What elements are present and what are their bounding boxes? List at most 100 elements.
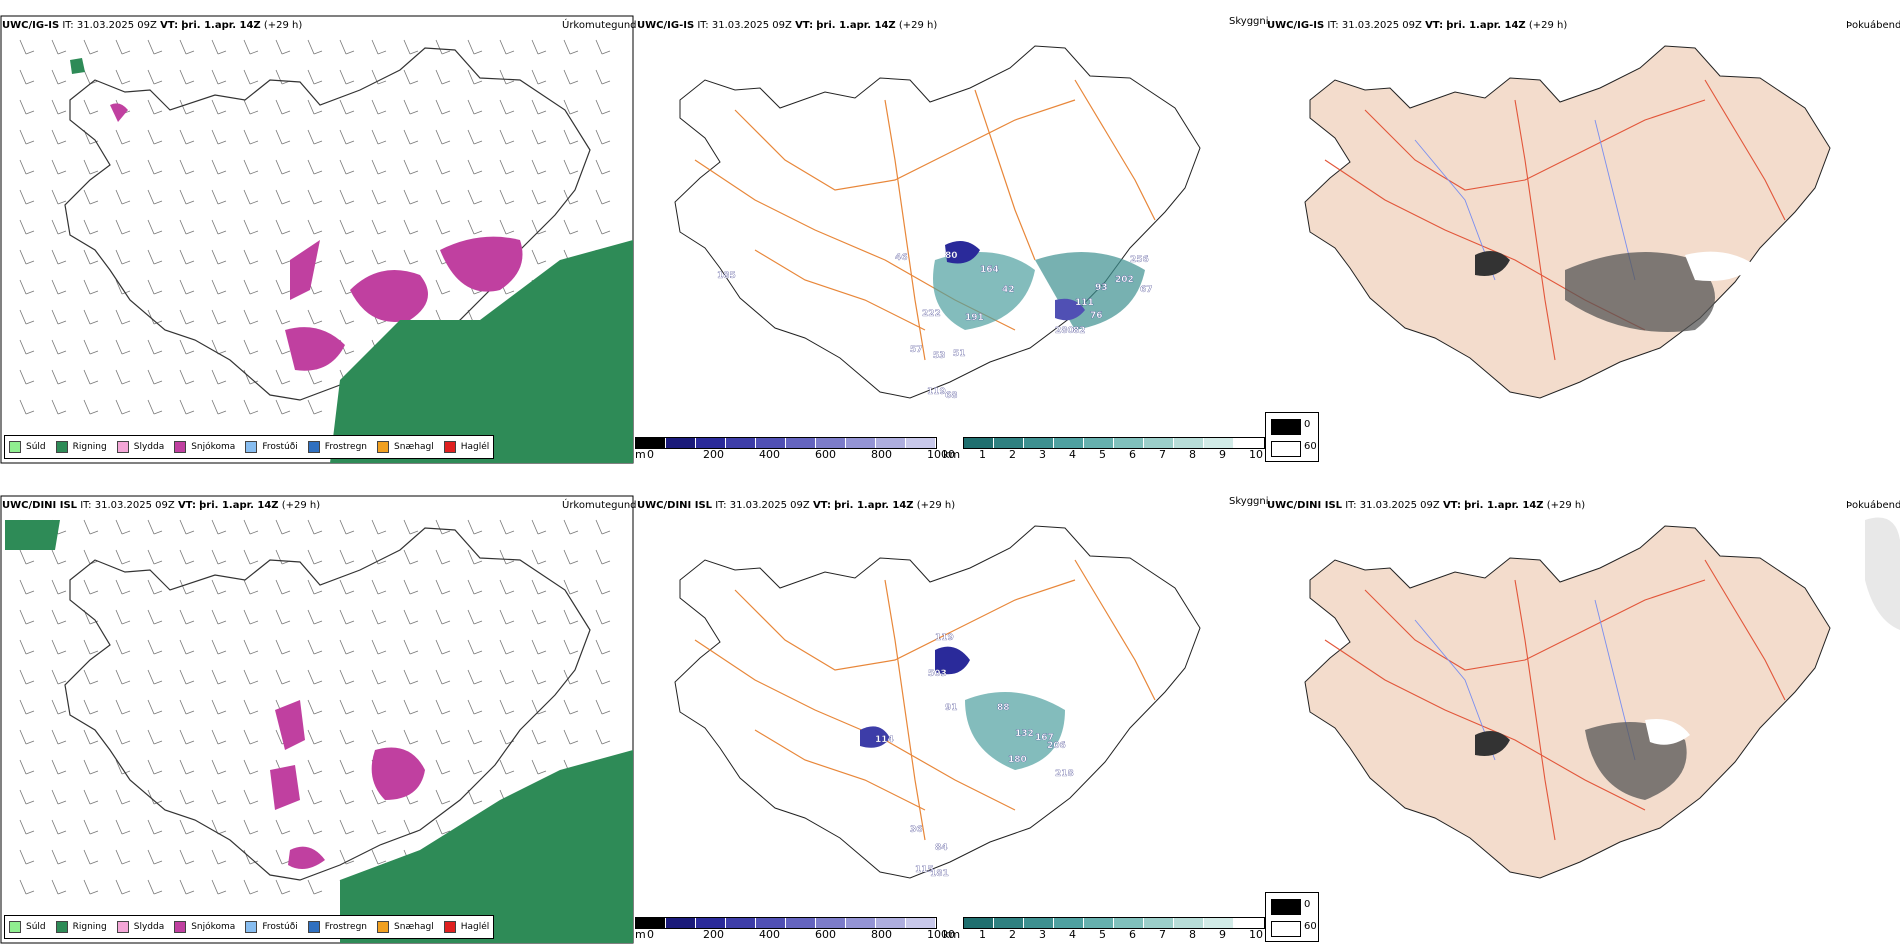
- wind-barb: [19, 879, 35, 895]
- wind-barb: [435, 639, 451, 655]
- ceiling-label: 80: [945, 251, 958, 261]
- wind-barb: [211, 849, 227, 865]
- wind-barb: [83, 519, 99, 535]
- wind-barb: [115, 669, 131, 685]
- ceiling-label: 218: [1055, 769, 1074, 779]
- ceiling-label: 82: [1073, 326, 1086, 336]
- wind-barb: [275, 519, 291, 535]
- wind-barb: [115, 279, 131, 295]
- wind-barb: [563, 609, 579, 625]
- wind-barb: [243, 879, 259, 895]
- wind-barb: [435, 519, 451, 535]
- legend-label: Rigning: [72, 922, 107, 932]
- wind-barb: [339, 729, 355, 745]
- wind-barb: [467, 549, 483, 565]
- colorbar-segment: [1084, 918, 1114, 928]
- wind-barb: [499, 99, 515, 115]
- wind-barb: [115, 249, 131, 265]
- wind-barb: [147, 399, 163, 415]
- wind-barb: [467, 99, 483, 115]
- wind-barb: [499, 669, 515, 685]
- wind-barb: [435, 699, 451, 715]
- wind-barb: [531, 549, 547, 565]
- wind-barb: [403, 39, 419, 55]
- colorbar-segment: [666, 918, 696, 928]
- wind-barb: [563, 69, 579, 85]
- wind-barb: [51, 99, 67, 115]
- wind-barb: [115, 579, 131, 595]
- legend-item: Slydda: [116, 921, 164, 933]
- wind-barb: [435, 99, 451, 115]
- wind-barb: [563, 549, 579, 565]
- ceiling-label: 42: [1002, 285, 1015, 295]
- precip-type-panel-top: UWC/IG-IS IT: 31.03.2025 09Z VT: þri. 1.…: [0, 0, 637, 470]
- colorbar-segment: [846, 918, 876, 928]
- wind-barb: [371, 519, 387, 535]
- legend-label: Súld: [26, 922, 46, 932]
- wind-barb: [339, 699, 355, 715]
- wind-barb: [499, 549, 515, 565]
- wind-barb: [115, 819, 131, 835]
- colorbar-segment: [1054, 438, 1084, 448]
- colorbar-segment: [1144, 918, 1174, 928]
- wind-barb: [563, 729, 579, 745]
- colorbar-tick: 9: [1219, 928, 1226, 941]
- wind-barb: [179, 549, 195, 565]
- wind-barb: [115, 159, 131, 175]
- wind-barb: [179, 639, 195, 655]
- ceiling-label: 280: [1055, 326, 1074, 336]
- legend-item: Snæhagl: [377, 921, 434, 933]
- legend-label: Rigning: [72, 442, 107, 452]
- legend-item: Frostregn: [307, 441, 367, 453]
- colorbar-segment: [964, 918, 994, 928]
- wind-barb: [51, 69, 67, 85]
- wind-barb: [339, 549, 355, 565]
- ceiling-label: 84: [935, 843, 948, 853]
- wind-barb: [243, 249, 259, 265]
- colorbar-unit: km: [943, 448, 961, 461]
- colorbar-segment: [1084, 438, 1114, 448]
- wind-barb: [115, 369, 131, 385]
- wind-barb: [275, 669, 291, 685]
- wind-barb: [147, 819, 163, 835]
- fog-legend-swatch: [1271, 899, 1301, 915]
- wind-barb: [243, 219, 259, 235]
- panel-type-label: Þokuábendi: [1846, 500, 1900, 511]
- wind-barb: [211, 759, 227, 775]
- wind-barb: [179, 339, 195, 355]
- precip-legend: Súld Rigning Slydda Snjókoma Frostúði Frostre…: [4, 915, 495, 939]
- wind-barb: [179, 309, 195, 325]
- colorbar-segment: [1024, 918, 1054, 928]
- wind-barb: [147, 99, 163, 115]
- wind-barb: [83, 849, 99, 865]
- fog-legend-swatch: [1271, 441, 1301, 457]
- wind-barb: [147, 339, 163, 355]
- ceiling-label: 68: [945, 391, 958, 401]
- wind-barb: [83, 579, 99, 595]
- wind-barb: [83, 399, 99, 415]
- colorbar-tick: 800: [871, 448, 892, 461]
- colorbar-segment: [1204, 438, 1234, 448]
- wind-barb: [243, 309, 259, 325]
- wind-barb: [115, 789, 131, 805]
- wind-barb: [339, 819, 355, 835]
- wind-barb: [51, 309, 67, 325]
- wind-barb: [403, 129, 419, 145]
- fog-panel-bottom: UWC/DINI ISL IT: 31.03.2025 09Z VT: þri.…: [1265, 480, 1900, 950]
- precip-type-map-top: [0, 15, 634, 464]
- wind-barb: [275, 219, 291, 235]
- wind-barb: [307, 609, 323, 625]
- wind-barb: [19, 669, 35, 685]
- wind-barb: [51, 879, 67, 895]
- wind-barb: [83, 279, 99, 295]
- wind-barb: [307, 789, 323, 805]
- legend-item: Rigning: [55, 441, 107, 453]
- visibility-colorbar: [963, 917, 1265, 929]
- colorbar-tick: 7: [1159, 928, 1166, 941]
- wind-barb: [179, 849, 195, 865]
- colorbar-segment: [756, 438, 786, 448]
- colorbar-tick: 6: [1129, 448, 1136, 461]
- wind-barb: [83, 249, 99, 265]
- wind-barb: [147, 759, 163, 775]
- wind-barb: [531, 249, 547, 265]
